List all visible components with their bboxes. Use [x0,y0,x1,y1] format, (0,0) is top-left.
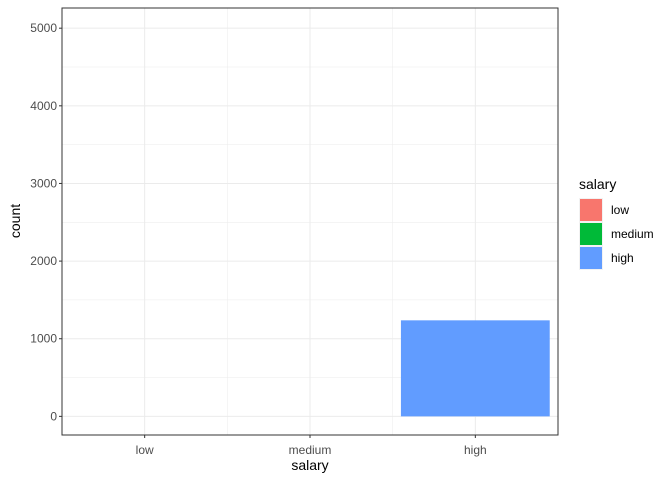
x-tick-label: medium [289,443,332,457]
legend-title: salary [579,176,616,192]
x-tick-label: high [464,443,487,457]
y-axis-ticks: 0 1000 2000 3000 4000 5000 [30,21,62,423]
y-tick-label: 5000 [30,21,57,35]
y-tick-label: 3000 [30,176,57,190]
legend-swatch-medium [580,223,602,245]
x-axis-title: salary [291,457,328,473]
legend-label-medium: medium [611,227,654,241]
y-tick-label: 2000 [30,254,57,268]
legend-label-low: low [611,203,629,217]
legend-swatch-high [580,247,602,269]
legend-swatch-low [580,199,602,221]
y-tick-label: 0 [50,409,57,423]
bar-high [400,320,550,417]
x-axis-ticks: low medium high [136,435,487,457]
y-axis-title: count [7,204,23,238]
y-tick-label: 4000 [30,99,57,113]
legend: salary low medium high [579,176,654,270]
legend-label-high: high [611,251,634,265]
y-tick-label: 1000 [30,332,57,346]
bars [400,320,550,417]
x-tick-label: low [136,443,154,457]
